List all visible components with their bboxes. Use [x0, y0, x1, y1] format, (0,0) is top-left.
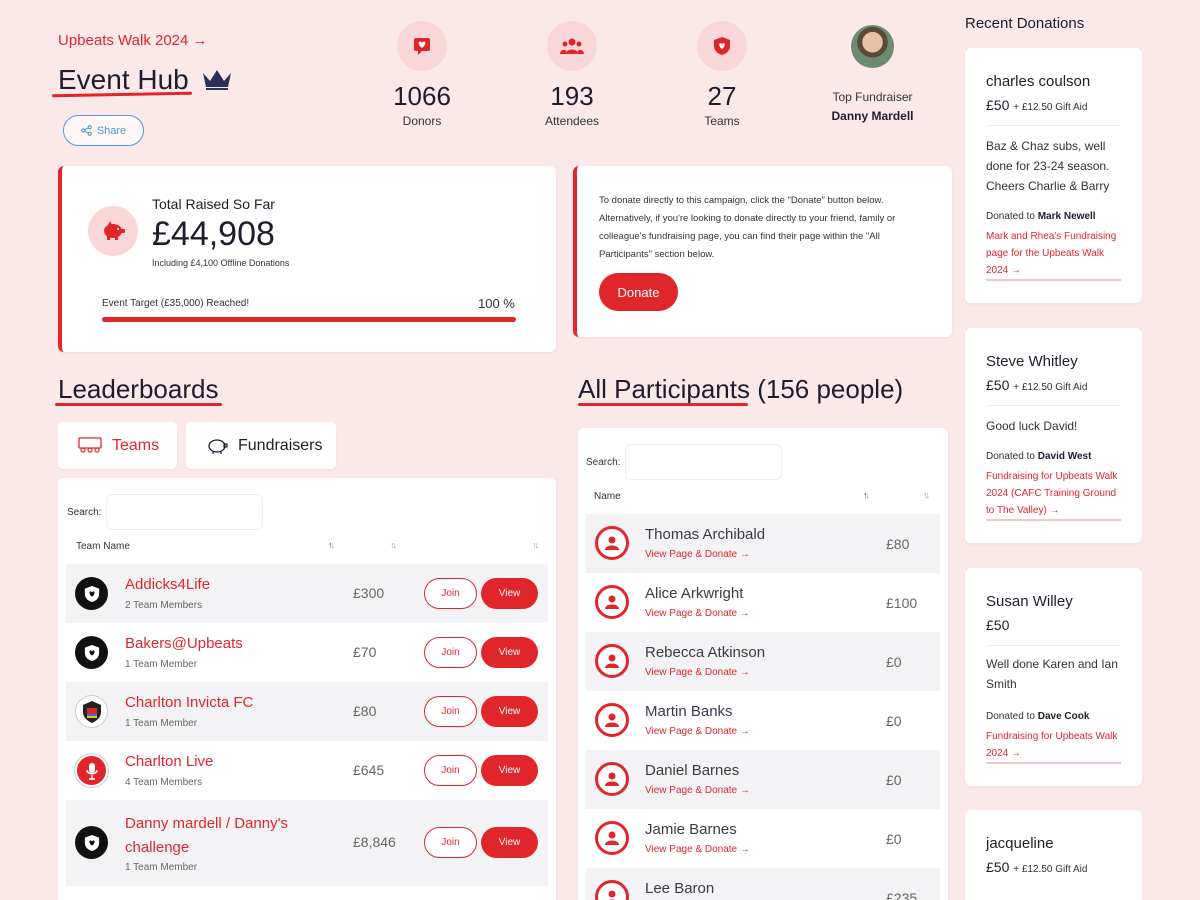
heading-underline	[578, 403, 748, 406]
list-item: Lee Baron £235	[586, 868, 940, 900]
event-link[interactable]: Upbeats Walk 2024 →	[58, 32, 208, 49]
shield-heart-icon	[714, 37, 730, 55]
view-button[interactable]: View	[481, 578, 538, 609]
view-page-donate-link[interactable]: View Page & Donate →	[645, 608, 750, 619]
sort-icon[interactable]: ↑↓	[532, 540, 539, 550]
view-page-donate-link[interactable]: View Page & Donate →	[645, 549, 750, 560]
participants-table-card: Search: Name ↑↓ ↑↓ Thomas Archibald View…	[578, 428, 948, 900]
team-logo	[75, 636, 108, 669]
stat-attendees: 193 Attendees	[517, 21, 627, 128]
progress-bar	[102, 317, 516, 322]
crown-icon	[202, 70, 231, 90]
col-name[interactable]: Name	[594, 491, 621, 502]
join-button[interactable]: Join	[424, 827, 477, 858]
participants-search-input[interactable]	[625, 444, 782, 480]
donation-card: Susan Willey £50 Well done Karen and Ian…	[965, 568, 1142, 786]
tab-teams[interactable]: Teams	[58, 422, 177, 469]
total-raised-card: Total Raised So Far £44,908 Including £4…	[58, 166, 556, 352]
view-page-donate-link[interactable]: View Page & Donate →	[645, 844, 750, 855]
top-fundraiser: Top Fundraiser Danny Mardell	[815, 25, 930, 123]
club-crest-icon	[82, 700, 101, 723]
team-logo	[75, 695, 108, 728]
piggy-bank-icon	[208, 438, 228, 454]
view-button[interactable]: View	[481, 755, 538, 786]
col-team-name[interactable]: Team Name	[76, 541, 130, 552]
teams-table-card: Search: Team Name ↑↓ ↑↓ ↑↓ Addicks4Life …	[58, 478, 556, 900]
join-button[interactable]: Join	[424, 637, 477, 668]
share-icon	[80, 125, 92, 136]
fundraising-page-link[interactable]: Fundraising for Upbeats Walk 2024 →	[986, 731, 1118, 759]
view-button[interactable]: View	[481, 637, 538, 668]
list-item: Alice Arkwright View Page & Donate → £10…	[586, 573, 940, 632]
donate-info-card: To donate directly to this campaign, cli…	[573, 166, 952, 337]
list-item: Jamie Barnes View Page & Donate → £0	[586, 809, 940, 868]
table-row: Charlton Invicta FC 1 Team Member £80 Jo…	[66, 682, 548, 741]
table-row: Bakers@Upbeats 1 Team Member £70 Join Vi…	[66, 623, 548, 682]
heading-underline	[55, 403, 222, 406]
team-name-link[interactable]: Charlton Live	[125, 753, 214, 770]
view-button[interactable]: View	[481, 696, 538, 727]
stat-teams: 27 Teams	[667, 21, 777, 128]
user-avatar-icon	[595, 703, 629, 737]
join-button[interactable]: Join	[424, 696, 477, 727]
sort-icon[interactable]: ↑↓	[328, 540, 335, 550]
leaderboards-heading: Leaderboards	[58, 374, 219, 404]
microphone-icon	[85, 762, 98, 780]
view-button[interactable]: View	[481, 827, 538, 858]
table-row: Danny mardell / Danny's challenge 1 Team…	[66, 800, 548, 886]
teams-search-input[interactable]	[106, 494, 263, 530]
donate-button[interactable]: Donate	[599, 273, 678, 311]
share-button[interactable]: Share	[63, 115, 144, 146]
donation-card: jacqueline £50 + £12.50 Gift Aid	[965, 810, 1142, 900]
team-logo	[75, 754, 108, 787]
table-row: Charlton Live 4 Team Members £645 Join V…	[66, 741, 548, 800]
team-name-link[interactable]: Charlton Invicta FC	[125, 694, 254, 711]
list-item: Martin Banks View Page & Donate → £0	[586, 691, 940, 750]
user-avatar-icon	[595, 644, 629, 678]
join-button[interactable]: Join	[424, 578, 477, 609]
sort-icon[interactable]: ↑↓	[923, 490, 930, 500]
stat-donors: 1066 Donors	[367, 21, 477, 128]
donation-card: charles coulson £50 + £12.50 Gift Aid Ba…	[965, 48, 1142, 303]
tab-fundraisers[interactable]: Fundraisers	[186, 422, 336, 469]
list-item: Thomas Archibald View Page & Donate → £8…	[586, 514, 940, 573]
user-avatar-icon	[595, 762, 629, 796]
team-name-link[interactable]: Bakers@Upbeats	[125, 635, 243, 652]
people-icon	[560, 38, 584, 54]
donation-card: Steve Whitley £50 + £12.50 Gift Aid Good…	[965, 328, 1142, 543]
list-item: Rebecca Atkinson View Page & Donate → £0	[586, 632, 940, 691]
total-amount: £44,908	[152, 215, 275, 253]
team-logo	[75, 826, 108, 859]
shield-heart-icon	[84, 644, 99, 661]
shield-heart-icon	[84, 585, 99, 602]
view-page-donate-link[interactable]: View Page & Donate →	[645, 785, 750, 796]
user-avatar-icon	[595, 585, 629, 619]
shield-heart-icon	[84, 834, 99, 851]
sort-icon[interactable]: ↑↓	[863, 490, 870, 500]
view-page-donate-link[interactable]: View Page & Donate →	[645, 667, 750, 678]
donation-heart-icon	[414, 38, 430, 55]
sort-icon[interactable]: ↑↓	[390, 540, 397, 550]
view-page-donate-link[interactable]: View Page & Donate →	[645, 726, 750, 737]
join-button[interactable]: Join	[424, 755, 477, 786]
team-name-link[interactable]: Danny mardell / Danny's challenge	[125, 815, 288, 856]
fundraising-page-link[interactable]: Fundraising for Upbeats Walk 2024 (CAFC …	[986, 471, 1118, 516]
avatar	[851, 25, 894, 68]
piggy-bank-icon	[104, 221, 125, 240]
user-avatar-icon	[595, 821, 629, 855]
fundraising-page-link[interactable]: Mark and Rhea's Fundraising page for the…	[986, 231, 1117, 276]
user-avatar-icon	[595, 880, 629, 900]
team-icon	[78, 436, 102, 453]
team-logo	[75, 577, 108, 610]
participants-heading: All Participants (156 people)	[578, 374, 904, 404]
list-item: Daniel Barnes View Page & Donate → £0	[586, 750, 940, 809]
page-title: Event Hub	[58, 64, 233, 96]
table-row: Addicks4Life 2 Team Members £300 Join Vi…	[66, 564, 548, 623]
user-avatar-icon	[595, 526, 629, 560]
team-name-link[interactable]: Addicks4Life	[125, 576, 211, 593]
recent-donations-heading: Recent Donations	[965, 15, 1085, 32]
